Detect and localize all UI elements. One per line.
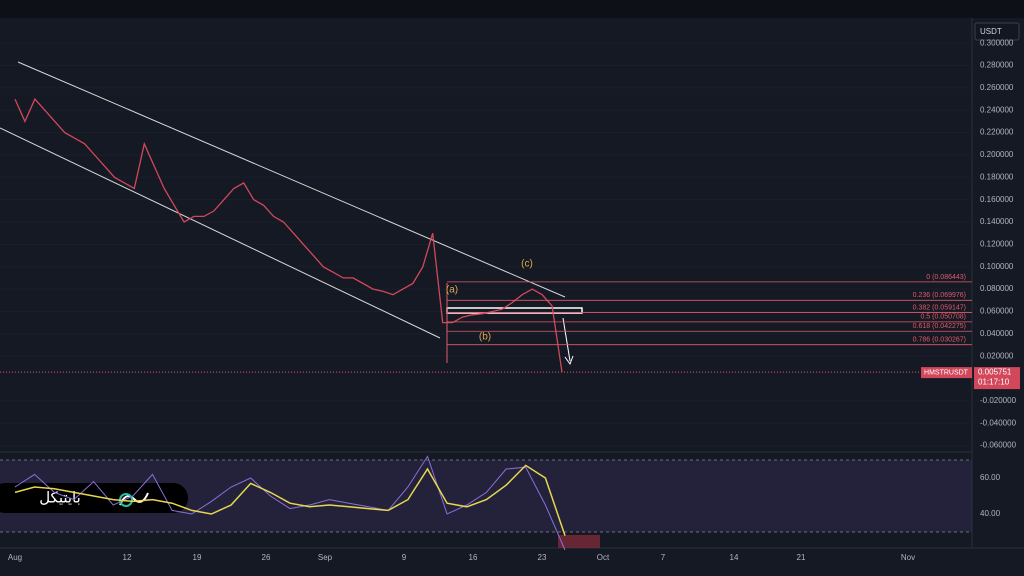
rsi-tick-label: 40.00 — [980, 509, 1001, 518]
currency-box[interactable] — [974, 22, 1020, 41]
fib-label: 0.618 (0.042275) — [913, 323, 966, 330]
fib-label: 0.382 (0.059147) — [913, 304, 966, 311]
wave-label: (c) — [521, 259, 533, 270]
x-tick-label: 21 — [797, 553, 806, 562]
y-tick-label: 0.060000 — [980, 307, 1014, 316]
x-tick-label: Oct — [597, 553, 610, 562]
x-tick-label: 26 — [262, 553, 271, 562]
y-tick-label: 0.260000 — [980, 83, 1014, 92]
y-tick-label: 0.300000 — [980, 38, 1014, 47]
last-price-box — [974, 367, 1020, 390]
y-tick-label: 0.200000 — [980, 150, 1014, 159]
channel-upper — [17, 61, 566, 298]
y-tick-label: 0.240000 — [980, 105, 1014, 114]
x-tick-label: 9 — [402, 553, 407, 562]
rsi-line — [14, 455, 566, 551]
symbol-box — [921, 367, 972, 379]
toolbar — [0, 0, 1024, 18]
x-tick-label: Sep — [318, 553, 333, 562]
y-tick-label: 0.220000 — [980, 128, 1014, 137]
fib-label: 0.236 (0.069976) — [913, 292, 966, 299]
price-line — [14, 97, 563, 373]
currency-label: USDT — [980, 27, 1002, 36]
watermark-logo — [119, 492, 149, 506]
symbol-label: HMSTRUSDT — [924, 369, 969, 376]
fib-label: 0.5 (0.050708) — [920, 314, 966, 321]
y-tick-label: 0.180000 — [980, 172, 1014, 181]
watermark-pill — [0, 483, 188, 513]
x-tick-label: Nov — [901, 553, 915, 562]
y-tick-label: -0.020000 — [980, 396, 1017, 405]
y-tick-label: 0.100000 — [980, 262, 1014, 271]
fib-label: 0 (0.086443) — [926, 274, 966, 281]
x-tick-label: 16 — [469, 553, 478, 562]
x-tick-label: 19 — [193, 553, 202, 562]
x-tick-label: 12 — [123, 553, 132, 562]
wave-label: (b) — [479, 332, 491, 343]
countdown-label: 01:17:10 — [978, 378, 1010, 387]
x-tick-label: 14 — [730, 553, 739, 562]
arrow-shaft — [562, 317, 571, 362]
arrow-head — [564, 355, 574, 366]
x-tick-label: 7 — [661, 553, 666, 562]
y-tick-label: 0.040000 — [980, 329, 1014, 338]
y-tick-label: 0.140000 — [980, 217, 1014, 226]
channel-lower — [0, 127, 441, 339]
y-tick-label: -0.060000 — [980, 441, 1017, 450]
wave-label: (a) — [446, 285, 458, 296]
last-price-label: 0.005751 — [978, 368, 1012, 377]
rsi-oversold-mark — [558, 535, 600, 548]
y-tick-label: 0.160000 — [980, 195, 1014, 204]
watermark: بایتیکل — [0, 483, 188, 513]
y-tick-label: 0.080000 — [980, 284, 1014, 293]
x-tick-label: Aug — [8, 553, 22, 562]
y-tick-label: -0.040000 — [980, 418, 1017, 427]
y-tick-label: 0.020000 — [980, 351, 1014, 360]
rsi-tick-label: 60.00 — [980, 473, 1001, 482]
y-tick-label: 0.280000 — [980, 61, 1014, 70]
x-tick-label: 23 — [538, 553, 547, 562]
y-tick-label: 0.120000 — [980, 240, 1014, 249]
rsi-line — [14, 464, 566, 536]
fib-label: 0.786 (0.030267) — [913, 337, 966, 344]
watermark-text: بایتیکل — [39, 489, 81, 507]
